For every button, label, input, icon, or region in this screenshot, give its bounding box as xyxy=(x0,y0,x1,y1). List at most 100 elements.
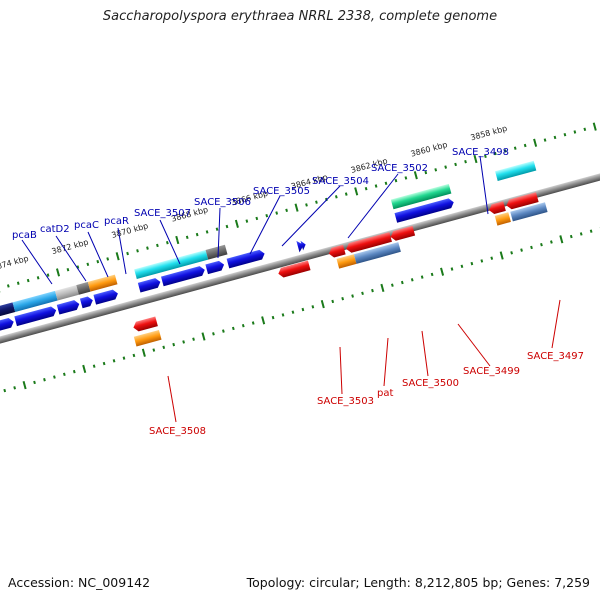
gene-SACE_3500[interactable] xyxy=(345,232,392,254)
gene-SACE_3503[interactable] xyxy=(277,260,311,278)
major-tick xyxy=(55,268,61,277)
gene-arrow[interactable] xyxy=(137,277,162,293)
gene-arrow[interactable] xyxy=(14,305,57,327)
gene-arrow[interactable] xyxy=(93,289,119,305)
gene-label-SACE_3497[interactable]: SACE_3497 xyxy=(527,351,584,362)
minor-tick xyxy=(573,130,577,134)
gene-pat-orange[interactable] xyxy=(336,254,357,269)
lower-tick-track xyxy=(3,226,600,393)
scale-label: 3860 kbp xyxy=(410,140,449,159)
minor-tick xyxy=(384,181,388,186)
gene-SACE_3507-gray[interactable] xyxy=(205,244,228,260)
minor-tick xyxy=(301,307,305,312)
minor-tick xyxy=(251,321,255,325)
gene-SACE_3497[interactable] xyxy=(488,201,506,215)
minor-tick xyxy=(215,227,219,231)
minor-tick xyxy=(185,235,189,240)
gene-arrow[interactable] xyxy=(394,197,456,223)
gene-SACE_3507[interactable] xyxy=(134,249,209,280)
gene-label-SACE_3508[interactable]: SACE_3508 xyxy=(149,426,206,437)
minor-tick xyxy=(351,294,354,298)
minor-tick xyxy=(13,386,17,390)
minor-tick xyxy=(344,192,348,196)
minor-tick xyxy=(36,276,40,280)
gene-SACE_3508[interactable] xyxy=(132,316,158,332)
minor-tick xyxy=(62,372,66,377)
minor-tick xyxy=(122,356,126,360)
minor-tick xyxy=(569,234,573,239)
minor-tick xyxy=(26,278,30,283)
minor-tick xyxy=(484,154,487,159)
minor-tick xyxy=(245,219,249,223)
gene-arrow[interactable] xyxy=(161,265,206,287)
gene-arrow[interactable] xyxy=(226,249,266,269)
gene-arrow[interactable] xyxy=(0,317,15,332)
gene-label-pat[interactable]: pat xyxy=(377,388,393,399)
minor-tick xyxy=(106,257,110,261)
gene-label-SACE_3503[interactable]: SACE_3503 xyxy=(317,396,374,407)
major-tick xyxy=(115,252,120,261)
gene-SACE_3497-b[interactable] xyxy=(505,192,539,210)
gene-SACE_3497-orange[interactable] xyxy=(494,212,511,226)
gene-label-SACE_3504[interactable]: SACE_3504 xyxy=(312,176,369,187)
minor-tick xyxy=(374,184,378,188)
gene-label-SACE_3499[interactable]: SACE_3499 xyxy=(463,366,520,377)
gene-pcaR-gray[interactable] xyxy=(76,281,91,295)
minor-tick xyxy=(331,299,335,304)
gene-label-SACE_3502[interactable]: SACE_3502 xyxy=(371,163,428,174)
gene-arrow[interactable] xyxy=(79,295,94,309)
scale-label: 3874 kbp xyxy=(0,254,30,273)
gene-arrow[interactable] xyxy=(56,299,81,315)
gene-SACE_3498[interactable] xyxy=(390,183,452,210)
minor-tick xyxy=(563,132,567,137)
gene-SACE_3508-orange[interactable] xyxy=(133,329,162,347)
gene-SACE_3497-top[interactable] xyxy=(495,160,537,181)
gene-pcaR[interactable] xyxy=(87,274,118,292)
major-tick xyxy=(22,381,27,390)
minor-tick xyxy=(222,329,225,333)
scale-label: 3858 kbp xyxy=(469,124,508,143)
gene-pat[interactable] xyxy=(328,244,346,259)
gene-pcaB[interactable] xyxy=(0,302,16,317)
minor-tick xyxy=(86,262,90,267)
minor-tick xyxy=(33,380,36,385)
gene-label-SACE_3500[interactable]: SACE_3500 xyxy=(402,378,459,389)
gene-SACE_3499[interactable] xyxy=(389,225,416,242)
gene-label-pcaB[interactable]: pcaB xyxy=(12,230,37,241)
minor-tick xyxy=(553,135,557,140)
minor-tick xyxy=(96,259,100,264)
minor-tick xyxy=(315,200,318,204)
minor-tick xyxy=(182,340,185,344)
gene-label-SACE_3498[interactable]: SACE_3498 xyxy=(452,147,509,158)
major-tick xyxy=(261,316,266,325)
gene-arrow[interactable] xyxy=(205,260,225,275)
gene-label-catD2[interactable]: catD2 xyxy=(40,224,70,235)
minor-tick xyxy=(513,146,517,150)
minor-tick xyxy=(43,378,46,382)
gene-label-SACE_3506[interactable]: SACE_3506 xyxy=(194,197,251,208)
minor-tick xyxy=(490,256,494,260)
minor-tick xyxy=(530,245,533,250)
minor-tick xyxy=(16,281,20,285)
gene-SACE_3497-steel[interactable] xyxy=(510,202,548,222)
gene-label-SACE_3507[interactable]: SACE_3507 xyxy=(134,208,191,219)
topology-text: Topology: circular; Length: 8,212,805 bp… xyxy=(246,575,590,590)
minor-tick xyxy=(371,288,374,293)
major-tick xyxy=(82,364,87,374)
gene-label-SACE_3505[interactable]: SACE_3505 xyxy=(253,186,310,197)
gene-SACE_3500-steel[interactable] xyxy=(353,242,401,264)
minor-tick xyxy=(152,348,156,352)
minor-tick xyxy=(195,232,199,237)
minor-tick xyxy=(92,364,96,368)
minor-tick xyxy=(420,275,424,279)
minor-tick xyxy=(265,214,269,218)
minor-tick xyxy=(231,326,235,331)
gene-catD2[interactable] xyxy=(12,290,58,313)
minor-tick xyxy=(46,273,50,277)
gene-pcaC[interactable] xyxy=(55,285,79,301)
minor-tick xyxy=(285,208,288,213)
gene-label-pcaC[interactable]: pcaC xyxy=(74,220,99,231)
gene-arrow[interactable] xyxy=(296,239,307,253)
gene-label-pcaR[interactable]: pcaR xyxy=(104,216,129,227)
minor-tick xyxy=(444,165,448,169)
